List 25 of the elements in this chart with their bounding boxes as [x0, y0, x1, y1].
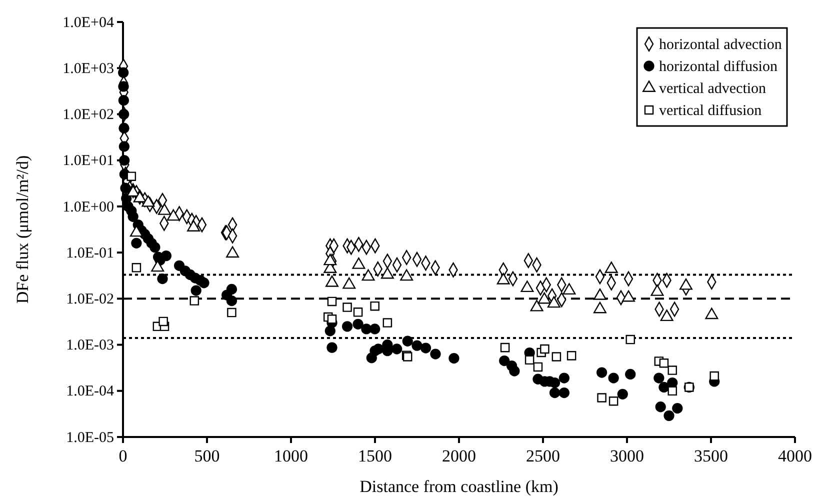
x-tick-label: 0: [118, 446, 128, 466]
legend-label: vertical diffusion: [659, 103, 762, 119]
x-tick-label: 1500: [358, 446, 392, 466]
x-tick-label: 3000: [610, 446, 644, 466]
y-tick-label: 1.0E+01: [62, 153, 114, 170]
legend-label: horizontal diffusion: [659, 59, 778, 75]
y-axis-title: DFe flux (μmol/m²/d): [13, 155, 32, 304]
x-tick-label: 2000: [442, 446, 476, 466]
x-tick-label: 2500: [526, 446, 560, 466]
x-tick-label: 500: [194, 446, 220, 466]
x-tick-label: 3500: [694, 446, 728, 466]
y-tick-label: 1.0E-02: [66, 291, 114, 308]
y-tick-label: 1.0E+03: [62, 60, 114, 77]
y-tick-label: 1.0E-04: [66, 384, 114, 400]
y-tick-label: 1.0E-01: [66, 245, 114, 262]
x-tick-label: 4000: [778, 446, 812, 466]
x-tick-label: 1000: [274, 446, 308, 466]
y-tick-label: 1.0E-03: [66, 338, 114, 354]
legend-label: horizontal advection: [659, 37, 782, 53]
x-axis-title: Distance from coastline (km): [360, 477, 558, 496]
y-tick-label: 1.0E+00: [62, 199, 114, 216]
y-tick-label: 1.0E-05: [66, 430, 114, 446]
legend-label: vertical advection: [659, 81, 767, 97]
y-tick-label: 1.0E+02: [62, 107, 114, 124]
y-tick-label: 1.0E+04: [62, 14, 114, 31]
